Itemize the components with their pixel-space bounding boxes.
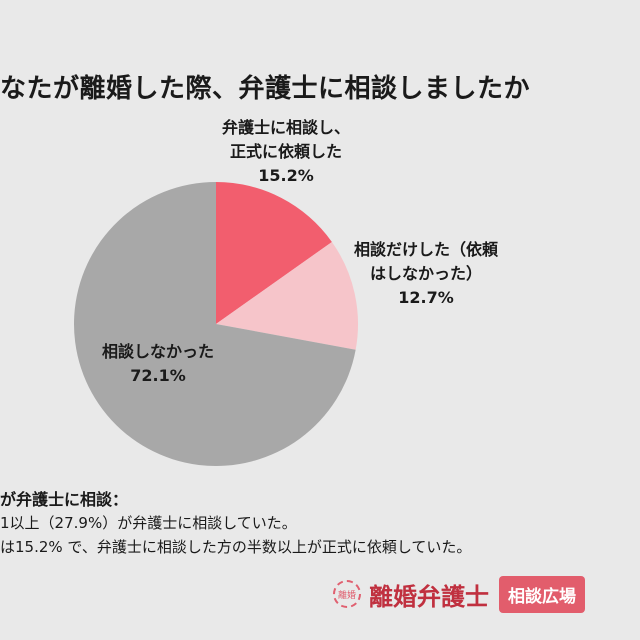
notes-line-2: は15.2% で、弁護士に相談した方の半数以上が正式に依頼していた。 xyxy=(0,538,472,556)
chart-title: なたが離婚した際、弁護士に相談しましたか xyxy=(0,74,531,104)
slice-label-not-consulted: 相談しなかった 72.1% xyxy=(102,340,214,388)
value-label: 12.7% xyxy=(398,288,454,307)
value-label: 72.1% xyxy=(130,366,186,385)
slice-not-consulted xyxy=(73,182,356,466)
slice-label-consulted-only: 相談だけした（依頼 はしなかった） 12.7% xyxy=(354,238,498,310)
label-line: 相談だけした（依頼 xyxy=(354,240,499,259)
label-line: 正式に依頼した xyxy=(230,142,343,161)
brand-badge: 相談広場 xyxy=(499,575,585,613)
slice-consulted-only xyxy=(216,241,359,350)
label-line: はしなかった） xyxy=(370,264,483,283)
brand-name: 離婚弁護士 xyxy=(369,582,489,611)
value-label: 15.2% xyxy=(258,166,314,185)
notes-heading: が弁護士に相談： xyxy=(0,490,129,509)
emblem-icon: 離婚 xyxy=(333,580,361,608)
label-line: 弁護士に相談し、 xyxy=(222,118,351,137)
brand-logo: 離婚 離婚弁護士 相談広場 xyxy=(333,575,585,613)
notes-line-1: 1以上（27.9%）が弁護士に相談していた。 xyxy=(0,514,297,532)
slice-consulted-and-hired xyxy=(216,182,332,324)
label-line: 相談しなかった xyxy=(102,342,215,361)
slice-label-consulted-and-hired: 弁護士に相談し、 正式に依頼した 15.2% xyxy=(222,116,350,188)
